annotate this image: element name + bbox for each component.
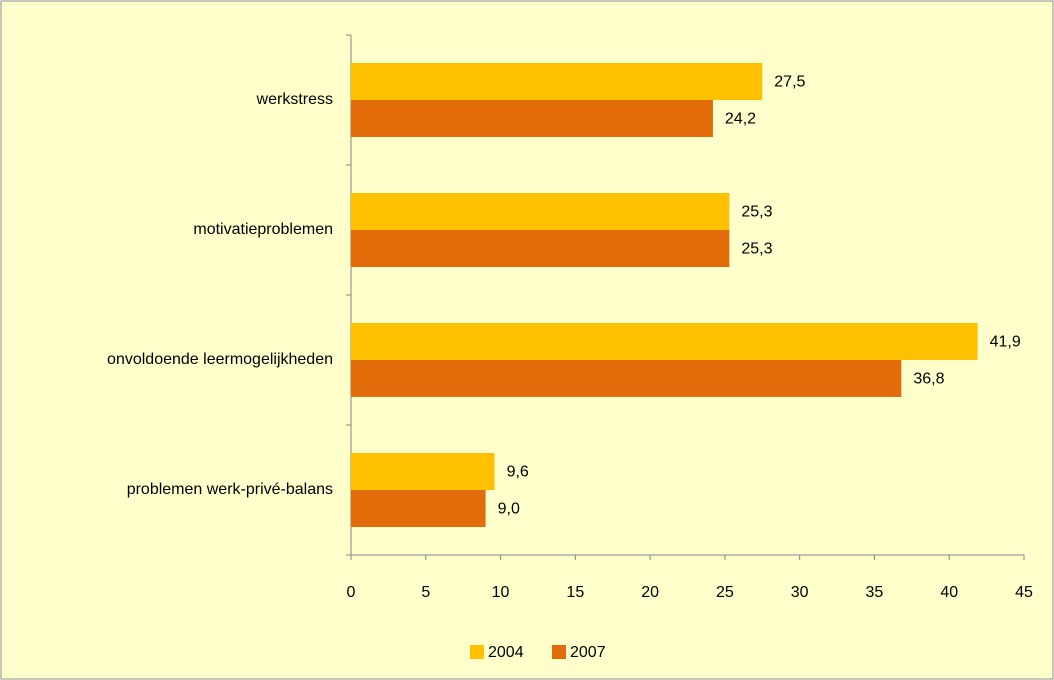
value-label: 9,0 — [498, 501, 520, 518]
bar — [351, 490, 486, 527]
legend-swatch — [470, 645, 484, 659]
y-tick-label: problemen werk-privé-balans — [127, 481, 333, 498]
legend-label: 2007 — [570, 644, 606, 661]
bar — [351, 63, 763, 100]
x-tick-label: 0 — [347, 584, 356, 601]
x-tick-label: 30 — [791, 584, 809, 601]
value-label: 25,3 — [741, 241, 772, 258]
value-label: 9,6 — [507, 464, 529, 481]
y-tick-label: onvoldoende leermogelijkheden — [107, 351, 333, 368]
y-tick-label: motivatieproblemen — [193, 221, 333, 238]
y-tick-label: werkstress — [256, 91, 333, 108]
legend-swatch — [552, 645, 566, 659]
value-label: 24,2 — [725, 111, 756, 128]
x-tick-label: 5 — [421, 584, 430, 601]
x-tick-label: 15 — [566, 584, 584, 601]
x-tick-label: 35 — [866, 584, 884, 601]
value-label: 36,8 — [913, 371, 944, 388]
bar — [351, 323, 978, 360]
bar — [351, 230, 730, 267]
bar — [351, 360, 902, 397]
bar — [351, 100, 713, 137]
legend-label: 2004 — [488, 644, 524, 661]
x-tick-label: 45 — [1015, 584, 1033, 601]
value-label: 41,9 — [990, 334, 1021, 351]
value-label: 27,5 — [774, 74, 805, 91]
bar — [351, 453, 495, 490]
x-tick-label: 10 — [492, 584, 510, 601]
bar — [351, 193, 730, 230]
x-tick-label: 40 — [940, 584, 958, 601]
x-tick-label: 25 — [716, 584, 734, 601]
value-label: 25,3 — [741, 204, 772, 221]
x-tick-label: 20 — [641, 584, 659, 601]
